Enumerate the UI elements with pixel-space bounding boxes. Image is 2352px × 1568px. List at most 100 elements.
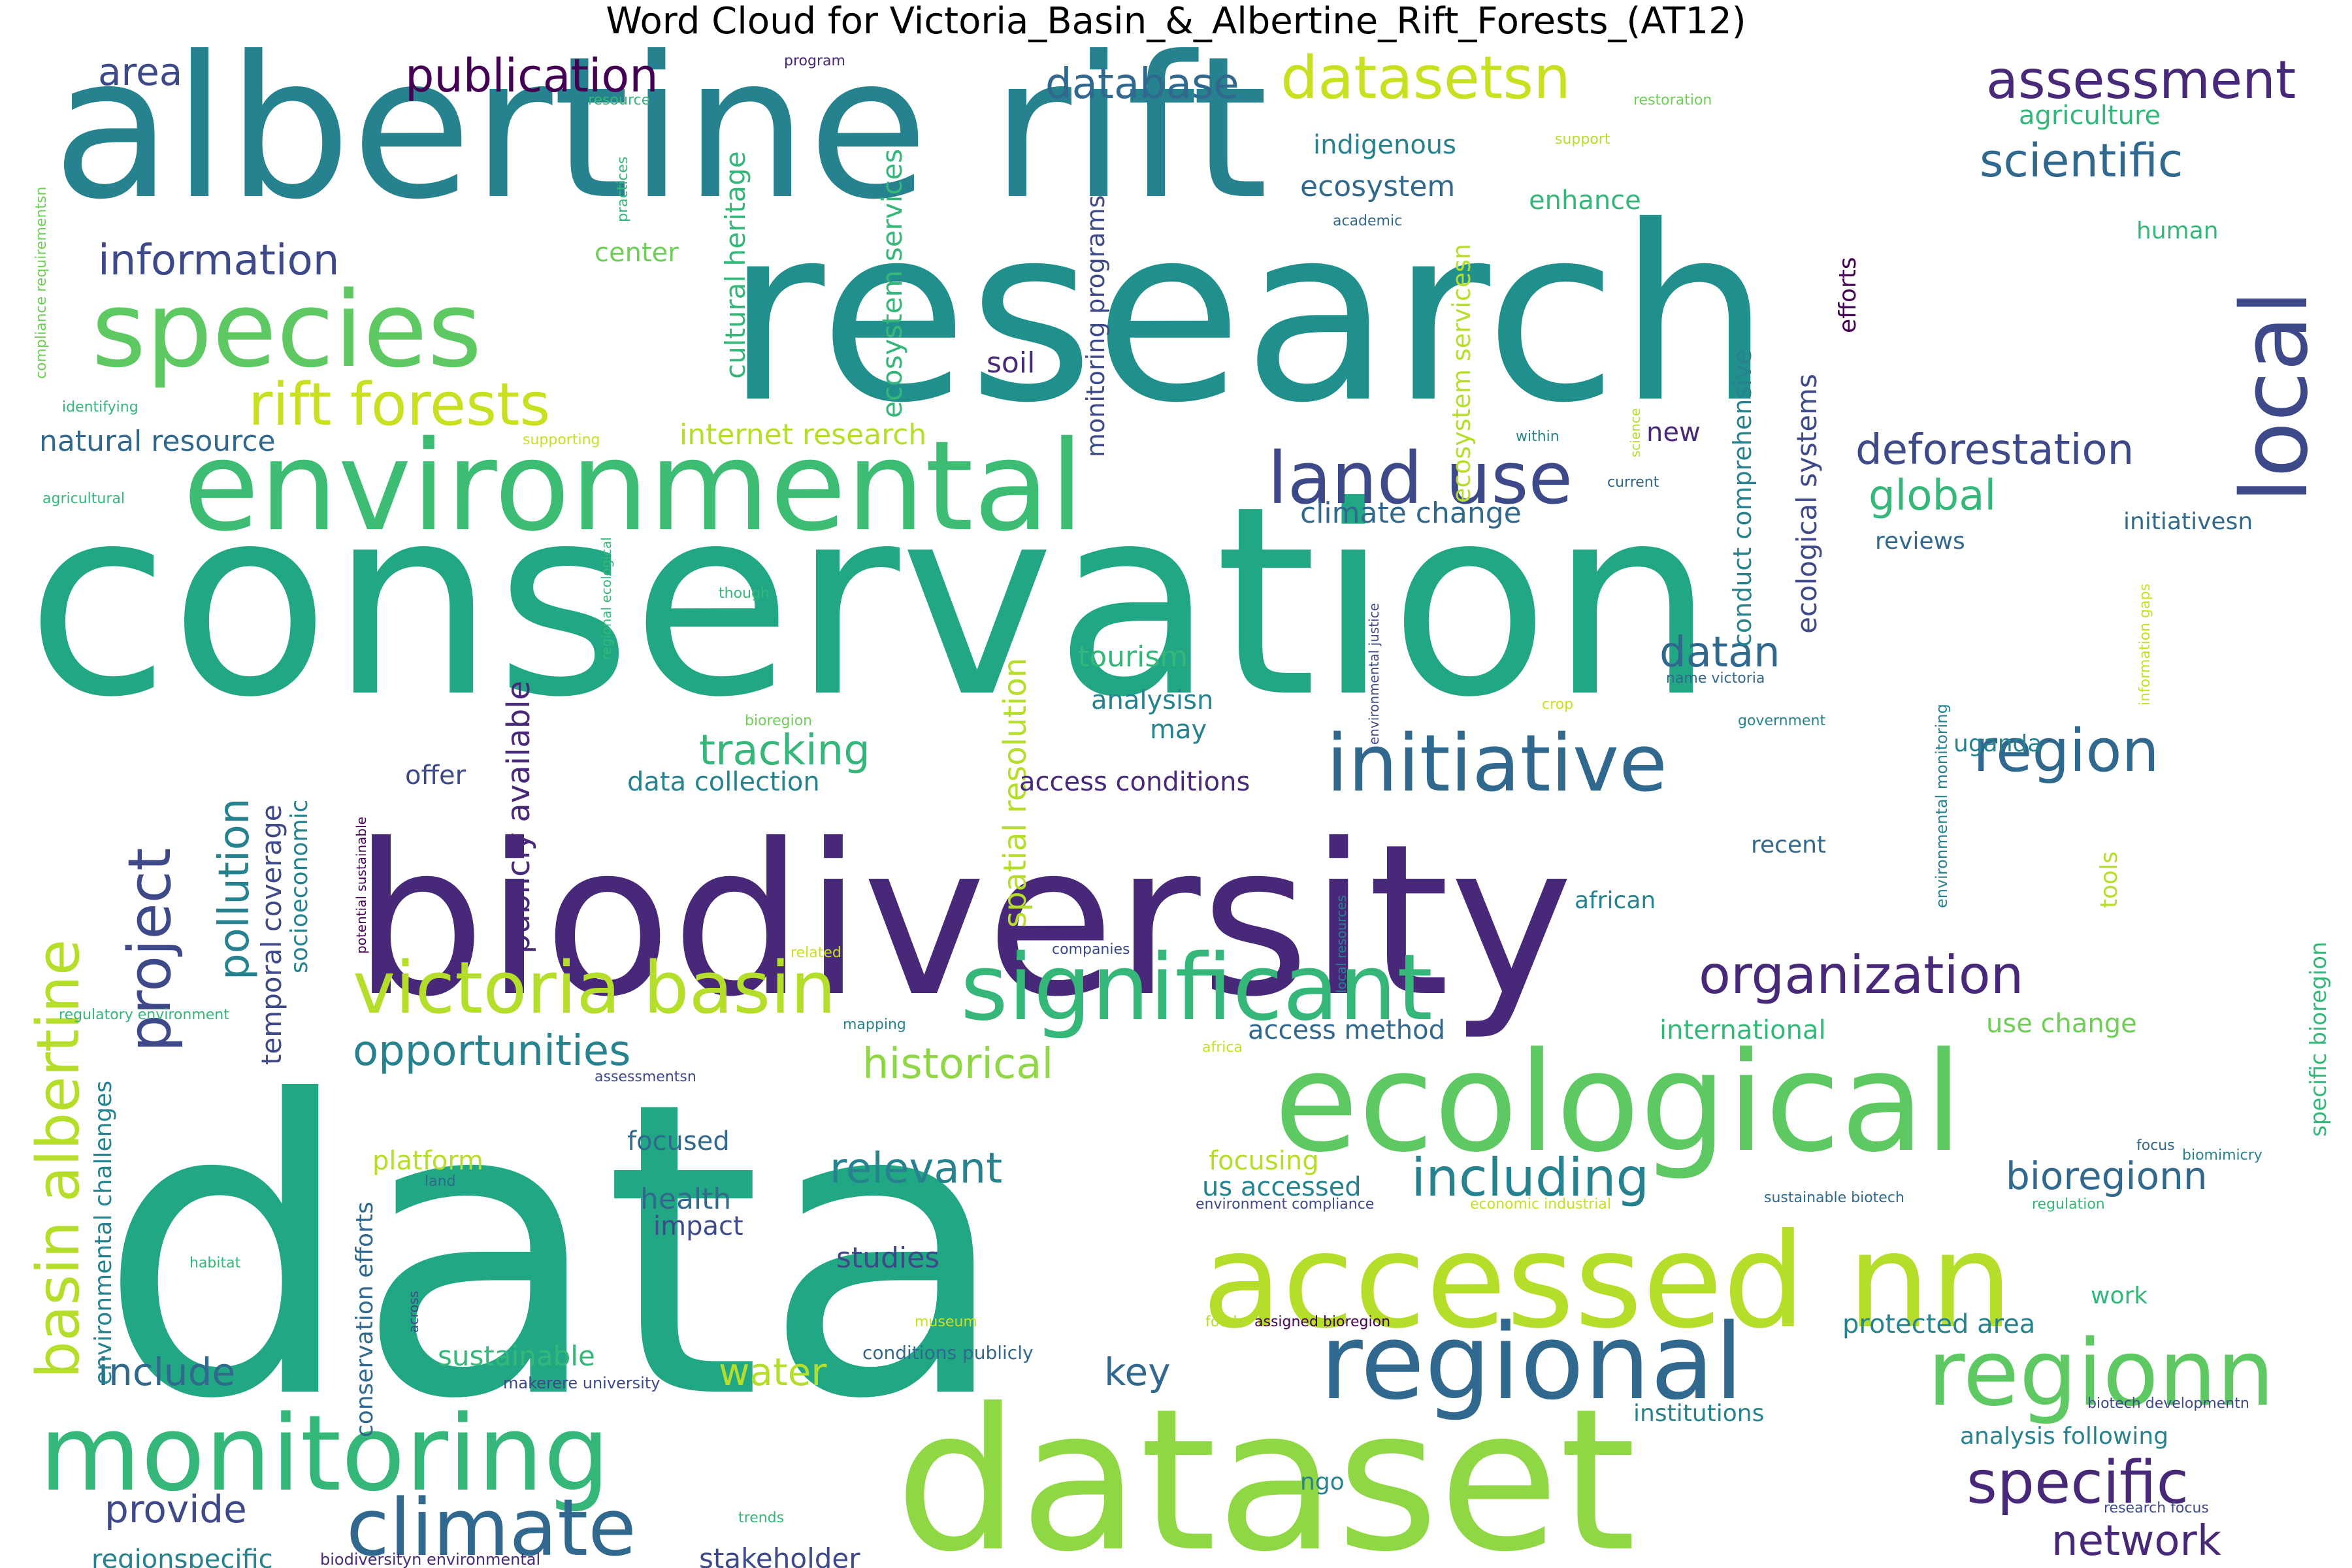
word-deforestation: deforestation — [1855, 426, 2134, 474]
word-compliance-requirementsn: compliance requirementsn — [33, 187, 50, 379]
word-human: human — [2136, 218, 2219, 244]
word-analysis-following: analysis following — [1960, 1423, 2168, 1450]
word-africa: africa — [1202, 1039, 1243, 1056]
word-publicly-available: publicly available — [500, 681, 537, 954]
word-initiativesn: initiativesn — [2123, 508, 2253, 535]
word-pollution: pollution — [210, 798, 259, 981]
word-global: global — [1869, 472, 1996, 520]
word-environmental-monitoring: environmental monitoring — [1933, 704, 1951, 908]
word-economic-industrial: economic industrial — [1470, 1196, 1611, 1213]
word-assessmentsn: assessmentsn — [595, 1069, 696, 1085]
word-regional-ecological: regional ecological — [598, 537, 614, 660]
word-provide: provide — [105, 1487, 247, 1531]
word-impact: impact — [653, 1211, 743, 1241]
word-trends: trends — [738, 1510, 784, 1526]
word-reviews: reviews — [1875, 528, 1965, 555]
word-specific: specific — [1967, 1448, 2189, 1517]
word-scientific: scientific — [1980, 134, 2183, 188]
word-government: government — [1738, 713, 1825, 729]
word-protected-area: protected area — [1842, 1309, 2035, 1339]
word-area: area — [98, 50, 182, 94]
word-internet-research: internet research — [679, 418, 926, 451]
word-temporal-coverage: temporal coverage — [255, 804, 287, 1065]
word-focusing: focusing — [1209, 1146, 1319, 1176]
word-supporting: supporting — [523, 432, 600, 448]
word-regulation: regulation — [2032, 1196, 2105, 1213]
word-biodiversity: biodiversity — [353, 800, 1573, 1043]
word-food: food — [1205, 1314, 1237, 1330]
word-organization: organization — [1699, 945, 2023, 1005]
word-ecological: ecological — [1274, 1022, 1963, 1183]
word-institutions: institutions — [1633, 1400, 1764, 1427]
word-biomimicry: biomimicry — [2182, 1147, 2262, 1164]
word-initiative: initiative — [1326, 719, 1667, 809]
word-research-focus: research focus — [2104, 1500, 2209, 1516]
word-biodiversityn-environmental: biodiversityn environmental — [320, 1550, 540, 1568]
word-victoria-basin: victoria basin — [353, 946, 836, 1030]
word-mapping: mapping — [843, 1017, 906, 1033]
word-regionspecific: regionspecific — [91, 1544, 273, 1568]
word-crop: crop — [1542, 696, 1573, 713]
word-cultural-heritage: cultural heritage — [719, 151, 751, 379]
word-basin-albertine: basin albertine — [24, 939, 93, 1379]
word-regionn: regionn — [1927, 1320, 2275, 1427]
word-bioregion: bioregion — [745, 713, 812, 729]
word-publication: publication — [405, 49, 659, 103]
word-enhance: enhance — [1529, 186, 1641, 216]
word-environmental-challenges: environmental challenges — [90, 1081, 117, 1385]
word-makerere-university: makerere university — [503, 1374, 660, 1392]
word-though: though — [719, 585, 770, 602]
word-name-victoria: name victoria — [1666, 670, 1765, 687]
word-climate-change: climate change — [1300, 497, 1522, 530]
word-network: network — [2051, 1517, 2221, 1565]
word-new: new — [1646, 417, 1701, 448]
word-natural-resource: natural resource — [39, 425, 276, 458]
word-key: key — [1104, 1350, 1171, 1394]
word-land: land — [425, 1173, 456, 1190]
word-sustainable-biotech: sustainable biotech — [1764, 1190, 1904, 1206]
word-ecological-systems: ecological systems — [1791, 374, 1823, 634]
word-database: database — [1045, 60, 1239, 108]
word-us-accessed: us accessed — [1202, 1172, 1362, 1202]
word-information-gaps: information gaps — [2137, 583, 2153, 706]
word-recent: recent — [1751, 832, 1826, 858]
word-biotech-developmentn: biotech developmentn — [2087, 1396, 2249, 1412]
word-conservation: conservation — [26, 451, 1715, 755]
word-accessed-nn: accessed nn — [1202, 1205, 2013, 1358]
word-african: african — [1575, 887, 1656, 914]
word-including: including — [1411, 1147, 1649, 1208]
word-use-change: use change — [1986, 1009, 2137, 1039]
word-significant: significant — [960, 935, 1433, 1041]
word-land-use: land use — [1267, 436, 1573, 520]
word-monitoring-programs: monitoring programs — [1081, 195, 1110, 457]
word-stakeholder: stakeholder — [699, 1543, 860, 1568]
word-access-method: access method — [1248, 1015, 1445, 1045]
word-water: water — [719, 1350, 826, 1394]
word-datan: datan — [1659, 629, 1780, 677]
word-conduct-comprehensive: conduct comprehensive — [1728, 349, 1757, 647]
word-environmental-justice: environmental justice — [1366, 603, 1382, 745]
word-historical: historical — [862, 1040, 1053, 1088]
word-environmental: environmental — [183, 414, 1084, 559]
word-datasetsn: datasetsn — [1281, 44, 1571, 112]
word-sustainable: sustainable — [438, 1340, 595, 1372]
word-ecosystem: ecosystem — [1300, 170, 1455, 203]
word-socioeconomic: socioeconomic — [286, 800, 313, 973]
word-information: information — [98, 237, 339, 285]
word-spatial-resolution: spatial resolution — [997, 658, 1034, 928]
word-current: current — [1607, 474, 1659, 491]
word-regional: regional — [1320, 1301, 1744, 1423]
word-uganda: uganda — [1953, 730, 2042, 757]
word-within: within — [1516, 429, 1560, 445]
word-conservation-efforts: conservation efforts — [351, 1201, 378, 1437]
word-practices: practices — [615, 157, 631, 222]
word-habitat: habitat — [189, 1255, 241, 1271]
word-bioregionn: bioregionn — [2006, 1154, 2208, 1198]
word-soil: soil — [987, 346, 1035, 380]
word-include: include — [98, 1350, 235, 1394]
word-potential-sustainable: potential sustainable — [353, 817, 369, 954]
word-across: across — [406, 1291, 421, 1333]
word-dataset: dataset — [895, 1367, 1636, 1568]
